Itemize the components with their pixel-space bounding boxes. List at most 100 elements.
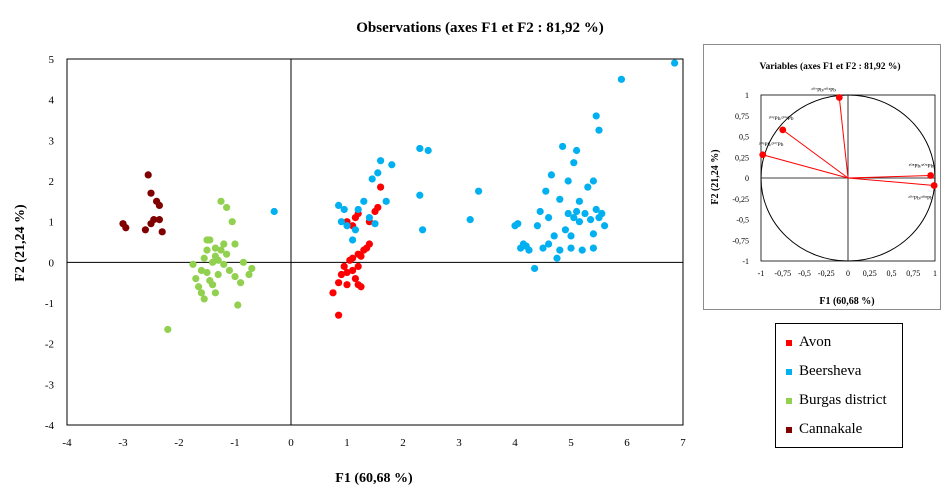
data-point-beersheva bbox=[598, 209, 606, 218]
legend-item-beersheva: Beersheva bbox=[786, 357, 902, 386]
main-chart-title: Observations (axes F1 et F2 : 81,92 %) bbox=[356, 20, 603, 36]
legend: Avon Beersheva Burgas district Cannakale bbox=[775, 323, 903, 448]
inset-y-tick-label: 0,25 bbox=[735, 153, 749, 162]
data-point-beersheva bbox=[587, 216, 595, 224]
x-tick-label: 2 bbox=[400, 437, 406, 449]
inset-x-tick-label: 1 bbox=[933, 269, 937, 278]
data-point-avon bbox=[349, 254, 357, 262]
data-point-beersheva bbox=[351, 226, 359, 234]
inset-y-tick-label: 0 bbox=[745, 174, 749, 183]
inset-y-tick-label: 1 bbox=[745, 91, 749, 100]
data-point-burgas-district bbox=[203, 268, 211, 277]
y-tick-label: 4 bbox=[49, 95, 55, 107]
inset-x-tick-label: -0,25 bbox=[818, 269, 835, 278]
data-point-avon bbox=[335, 279, 343, 287]
x-tick-label: 6 bbox=[624, 437, 630, 449]
data-point-burgas-district bbox=[200, 295, 208, 303]
data-point-beersheva bbox=[589, 177, 598, 185]
data-point-beersheva bbox=[343, 222, 351, 230]
x-tick-label: 7 bbox=[680, 437, 686, 449]
data-point-beersheva bbox=[567, 232, 575, 240]
y-tick-label: 2 bbox=[49, 176, 55, 188]
x-tick-label: -3 bbox=[118, 437, 128, 449]
variable-label: ²⁰⁸Pb/²⁰⁶Pb bbox=[909, 163, 934, 170]
data-point-burgas-district bbox=[203, 236, 211, 244]
inset-x-tick-label: -0,5 bbox=[798, 269, 811, 278]
data-point-beersheva bbox=[556, 246, 564, 254]
data-point-beersheva bbox=[354, 205, 362, 214]
data-point-beersheva bbox=[349, 236, 357, 244]
data-point-avon bbox=[337, 270, 345, 279]
legend-swatch-avon bbox=[786, 339, 792, 346]
data-point-beersheva bbox=[570, 214, 578, 222]
data-point-cannakale bbox=[155, 201, 163, 209]
data-point-beersheva bbox=[595, 126, 603, 134]
inset-x-tick-label: 0,75 bbox=[906, 269, 920, 278]
data-point-burgas-district bbox=[231, 240, 239, 248]
data-point-beersheva bbox=[589, 244, 598, 252]
legend-label-burgas-district: Burgas district bbox=[799, 392, 887, 408]
main-x-axis-label: F1 (60,68 %) bbox=[335, 471, 413, 486]
data-point-beersheva bbox=[539, 244, 547, 252]
data-point-beersheva bbox=[542, 187, 550, 195]
data-point-beersheva bbox=[545, 240, 553, 248]
data-point-beersheva bbox=[617, 75, 626, 83]
data-point-avon bbox=[335, 311, 343, 319]
variables-chart: Variables (axes F1 et F2 : 81,92 %) -1 -0… bbox=[710, 61, 938, 307]
x-tick-label: -4 bbox=[62, 437, 72, 449]
data-point-burgas-district bbox=[223, 250, 231, 258]
data-point-avon bbox=[357, 252, 365, 260]
data-point-beersheva bbox=[388, 161, 396, 169]
y-tick-label: 5 bbox=[49, 54, 55, 66]
variable-label: ²⁰⁶Pb/²⁰⁷Pb bbox=[759, 141, 784, 148]
data-point-beersheva bbox=[360, 197, 368, 205]
data-point-beersheva bbox=[553, 254, 561, 262]
data-point-cannakale bbox=[122, 224, 130, 232]
data-point-burgas-district bbox=[217, 246, 225, 254]
data-point-beersheva bbox=[592, 205, 600, 214]
data-point-beersheva bbox=[536, 207, 544, 216]
legend-item-cannakale: Cannakale bbox=[786, 415, 902, 444]
x-tick-label: -2 bbox=[174, 437, 183, 449]
data-point-beersheva bbox=[592, 112, 600, 120]
data-point-beersheva bbox=[550, 232, 558, 240]
data-point-beersheva bbox=[567, 244, 575, 252]
data-point-beersheva bbox=[371, 220, 379, 228]
data-point-beersheva bbox=[575, 218, 584, 226]
legend-label-avon: Avon bbox=[799, 334, 832, 350]
variable-vector bbox=[847, 177, 935, 186]
variable-point bbox=[927, 172, 935, 179]
data-point-beersheva bbox=[578, 246, 586, 254]
data-point-burgas-district bbox=[197, 266, 205, 275]
data-point-avon bbox=[374, 203, 382, 212]
x-tick-label: -1 bbox=[230, 437, 239, 449]
data-point-burgas-district bbox=[234, 301, 242, 309]
inset-x-tick-label: -0,75 bbox=[774, 269, 791, 278]
data-point-avon bbox=[377, 183, 385, 191]
data-point-beersheva bbox=[584, 183, 592, 191]
inset-y-tick-label: -0,5 bbox=[736, 216, 749, 225]
data-point-beersheva bbox=[416, 191, 424, 199]
data-point-beersheva bbox=[564, 177, 572, 185]
variable-vector bbox=[838, 97, 849, 179]
y-tick-label: 3 bbox=[49, 135, 55, 147]
data-point-burgas-district bbox=[228, 218, 236, 226]
data-point-beersheva bbox=[575, 197, 584, 205]
inset-y-tick-label: -0,75 bbox=[732, 236, 749, 245]
data-point-cannakale bbox=[141, 226, 149, 234]
data-point-beersheva bbox=[368, 175, 376, 183]
data-point-burgas-district bbox=[209, 258, 217, 266]
series-beersheva bbox=[270, 59, 679, 273]
main-plot-area: -4 -3 -2 -1 0 1 2 3 4 5 6 7 -4 -3 -2 -1 0 1 2 3 4 5 bbox=[45, 54, 686, 449]
inset-x-tick-label: 0,25 bbox=[863, 269, 877, 278]
data-point-beersheva bbox=[270, 207, 278, 216]
data-point-avon bbox=[354, 262, 362, 270]
data-point-cannakale bbox=[147, 189, 155, 197]
data-point-beersheva bbox=[589, 230, 598, 238]
data-point-burgas-district bbox=[164, 325, 172, 334]
data-point-beersheva bbox=[525, 246, 533, 254]
data-point-burgas-district bbox=[220, 240, 228, 248]
y-tick-label: -4 bbox=[45, 420, 55, 432]
data-point-burgas-district bbox=[211, 244, 219, 252]
variable-point bbox=[930, 182, 938, 189]
